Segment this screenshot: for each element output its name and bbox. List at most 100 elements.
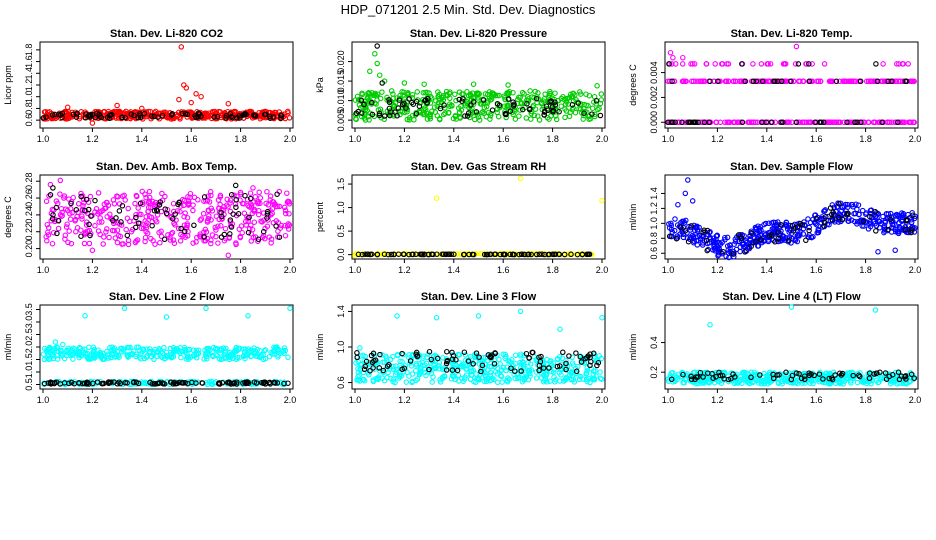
data-point	[569, 101, 576, 108]
data-point	[527, 361, 534, 367]
data-point	[87, 114, 93, 120]
data-point	[497, 361, 503, 367]
data-point	[184, 222, 190, 229]
y-axis-label: ml/min	[3, 334, 13, 361]
x-tick-label: 1.2	[86, 265, 99, 275]
data-point	[86, 227, 93, 234]
data-point	[858, 119, 864, 126]
data-point	[569, 376, 575, 383]
data-point	[771, 78, 777, 85]
data-point	[352, 97, 359, 103]
data-point	[123, 226, 129, 233]
x-tick-label: 1.6	[497, 395, 510, 405]
data-point	[778, 228, 784, 234]
y-axis-label: degrees C	[628, 64, 638, 106]
data-point	[202, 351, 209, 358]
data-point	[234, 193, 240, 199]
data-point	[445, 251, 451, 257]
data-point	[734, 379, 740, 386]
data-point	[421, 105, 428, 111]
y-tick-label: 0.2	[649, 366, 659, 379]
data-point	[230, 114, 236, 121]
data-point	[429, 251, 435, 258]
data-point	[857, 78, 864, 85]
data-point	[81, 240, 88, 247]
data-point	[792, 61, 799, 67]
data-point	[883, 376, 890, 382]
x-tick-label: 2.0	[284, 265, 297, 275]
y-tick-label: 1.5	[336, 178, 346, 191]
data-point	[885, 226, 891, 233]
data-point	[390, 91, 396, 97]
data-point	[747, 236, 754, 243]
data-point	[840, 78, 846, 85]
data-point	[848, 378, 854, 384]
data-point	[434, 251, 440, 257]
y-tick-label: 0.005	[336, 109, 346, 132]
data-point	[227, 217, 234, 223]
data-point	[270, 220, 277, 226]
chart-title: Stan. Dev. Li-820 Temp.	[731, 28, 853, 40]
data-point	[682, 190, 689, 197]
data-point	[103, 229, 109, 235]
data-point	[887, 216, 894, 223]
data-point	[508, 365, 514, 371]
data-point	[457, 363, 464, 369]
data-point	[264, 188, 270, 195]
data-point	[363, 358, 370, 365]
data-point	[227, 197, 234, 203]
data-point	[201, 194, 208, 200]
x-tick-label: 1.2	[398, 134, 411, 144]
data-point	[53, 198, 60, 204]
data-point	[487, 251, 493, 258]
data-point	[78, 233, 84, 239]
data-point	[895, 119, 901, 126]
data-point	[401, 80, 408, 86]
data-point	[170, 200, 177, 207]
data-point	[282, 210, 289, 217]
data-point	[462, 352, 469, 358]
data-point	[487, 112, 494, 119]
data-point	[854, 119, 860, 126]
data-point	[809, 61, 815, 67]
x-tick-label: 1.4	[448, 134, 461, 144]
data-point	[420, 89, 427, 96]
data-point	[420, 353, 427, 359]
data-point	[697, 369, 704, 376]
data-point	[881, 78, 888, 85]
data-point	[53, 204, 60, 211]
data-point	[877, 369, 883, 376]
y-tick-label: 3.0	[24, 316, 34, 329]
data-point	[882, 226, 888, 233]
data-point	[817, 119, 823, 126]
y-tick-label: 0.015	[336, 70, 346, 93]
data-point	[161, 381, 168, 387]
data-point	[376, 110, 383, 117]
data-point	[689, 232, 696, 239]
data-point	[223, 113, 229, 119]
data-point	[422, 89, 428, 96]
data-point	[90, 380, 96, 387]
data-point	[875, 218, 882, 225]
data-point	[517, 107, 523, 113]
y-axis-label: kPa	[315, 77, 325, 93]
data-point	[61, 195, 67, 201]
data-point	[375, 375, 381, 382]
x-tick-label: 1.6	[185, 134, 198, 144]
y-tick-label: 1.5	[24, 353, 34, 366]
data-point	[813, 215, 820, 222]
data-point	[413, 367, 419, 374]
data-point	[355, 251, 362, 258]
data-point	[850, 372, 856, 379]
data-point	[504, 102, 511, 108]
y-tick-label: 0.5	[336, 225, 346, 238]
data-point	[213, 233, 219, 240]
data-point	[873, 228, 879, 234]
data-point	[286, 115, 293, 121]
data-point	[146, 194, 153, 201]
data-point	[99, 219, 105, 225]
data-point	[597, 369, 603, 375]
data-point	[669, 61, 675, 67]
data-point	[689, 61, 696, 67]
